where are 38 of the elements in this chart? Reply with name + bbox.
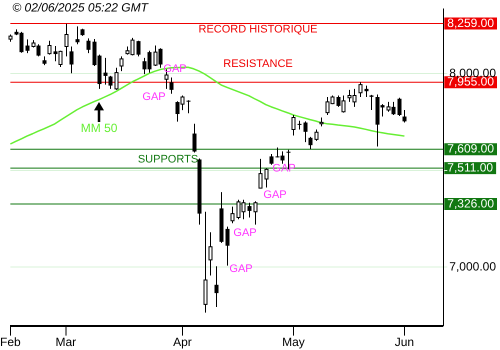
annotation: GAP [233,226,257,239]
chart-title: © 02/06/2025 05:22 GMT [12,0,150,14]
annotation: GAP [229,262,253,275]
annotation: GAP [263,188,287,201]
annotation: RESISTANCE [223,58,293,70]
candlestick [86,38,90,54]
annotation: GAP [142,91,166,104]
candlestick [402,109,406,124]
candlestick [308,136,312,150]
annotation: RECORD HISTORIQUE [198,24,318,36]
candlestick [192,123,196,154]
candlestick [398,97,402,116]
candlestick [104,57,108,86]
annotation: SUPPORTS [138,154,198,166]
candlestick [214,266,218,308]
ref-line-label: 7,326.00 [447,196,494,210]
x-tick-label: Apr [173,335,192,350]
candlestick [76,26,80,45]
ref-line-label: 7,511.00 [447,160,494,174]
y-tick-label: 7,000.00 [449,259,496,274]
candlestick [226,226,230,266]
x-tick-label: Jun [394,335,414,350]
series-label: MM 50 [80,120,118,135]
ref-line-label: 8,259.00 [447,16,494,30]
x-tick-label: Feb [0,335,21,350]
candlestick [270,154,274,166]
candlestick [26,38,30,54]
candlestick [136,40,140,57]
candlestick [370,94,374,110]
candlestick [186,100,190,114]
x-tick-label: May [282,335,305,350]
candlestick [170,76,174,94]
x-tick-label: Mar [56,335,76,350]
ref-line-label: 7,609.00 [447,142,494,156]
candlestick [304,120,308,143]
candlestick [108,75,112,90]
candlestick [248,202,252,218]
candlestick [70,46,74,74]
